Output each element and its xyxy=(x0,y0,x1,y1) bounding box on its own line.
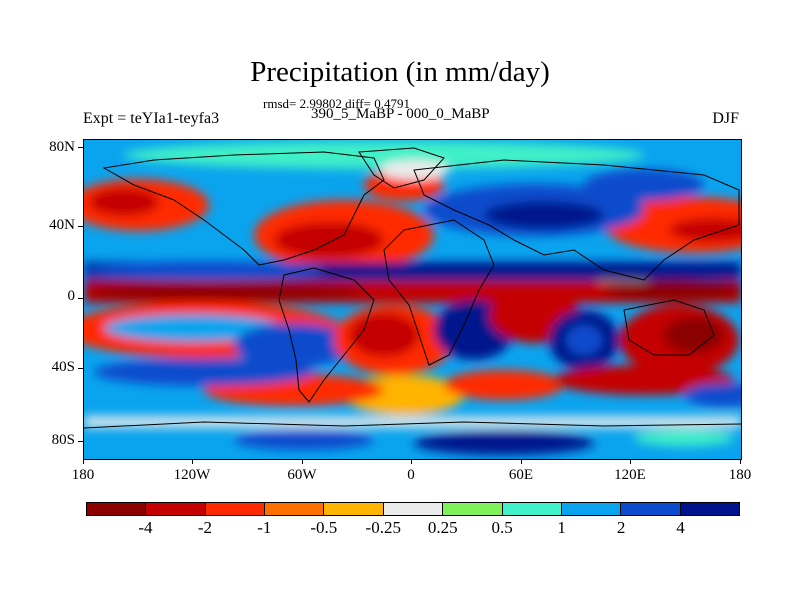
lon-label-60w: 60W xyxy=(287,467,317,483)
colorbar-swatch xyxy=(502,503,562,515)
colorbar-label: -1 xyxy=(257,518,272,537)
chart-title: Precipitation (in mm/day) xyxy=(250,56,550,88)
precipitation-difference-map xyxy=(83,139,742,460)
period-label: 390_5_MaBP - 000_0_MaBP xyxy=(311,106,490,122)
colorbar-swatch xyxy=(87,503,147,515)
lon-label-180e: 180 xyxy=(728,467,752,483)
colorbar-swatch xyxy=(324,503,384,515)
season-label: DJF xyxy=(712,110,739,127)
colorbar-swatch xyxy=(383,503,444,515)
lat-label-80n: 80N xyxy=(49,139,75,155)
colorbar-label: 0.5 xyxy=(491,518,513,537)
colorbar-swatch xyxy=(621,503,681,515)
stats-text: rmsd= 2.99802 diff= 0.4791 xyxy=(263,96,410,111)
lon-label-60e: 60E xyxy=(508,467,534,483)
colorbar-swatch xyxy=(146,503,206,515)
lat-label-0: 0 xyxy=(67,288,76,304)
colorbar-swatch xyxy=(680,503,739,515)
colorbar-label: -0.25 xyxy=(365,518,401,537)
lat-label-40n: 40N xyxy=(49,217,75,233)
colorbar-label: -4 xyxy=(138,518,153,537)
lon-label-120w: 120W xyxy=(173,467,211,483)
colorbar-label: 1 xyxy=(557,518,566,537)
colorbar-label: 2 xyxy=(616,518,626,537)
colorbar xyxy=(86,502,740,516)
experiment-label: Expt = teYIa1-teyfa3 xyxy=(83,110,220,127)
lon-label-180w: 180 xyxy=(71,467,95,483)
colorbar-label: 4 xyxy=(676,518,685,537)
colorbar-label: -2 xyxy=(197,518,212,537)
lat-label-40s: 40S xyxy=(51,359,75,375)
colorbar-swatch xyxy=(265,503,325,515)
colorbar-label: -0.5 xyxy=(310,518,338,537)
lat-label-80s: 80S xyxy=(51,432,75,448)
lon-label-0: 0 xyxy=(407,467,415,483)
colorbar-swatch xyxy=(205,503,266,515)
colorbar-label: 0.25 xyxy=(427,518,458,537)
colorbar-swatch xyxy=(443,503,503,515)
lon-label-120e: 120E xyxy=(614,467,646,483)
colorbar-swatch xyxy=(561,503,622,515)
